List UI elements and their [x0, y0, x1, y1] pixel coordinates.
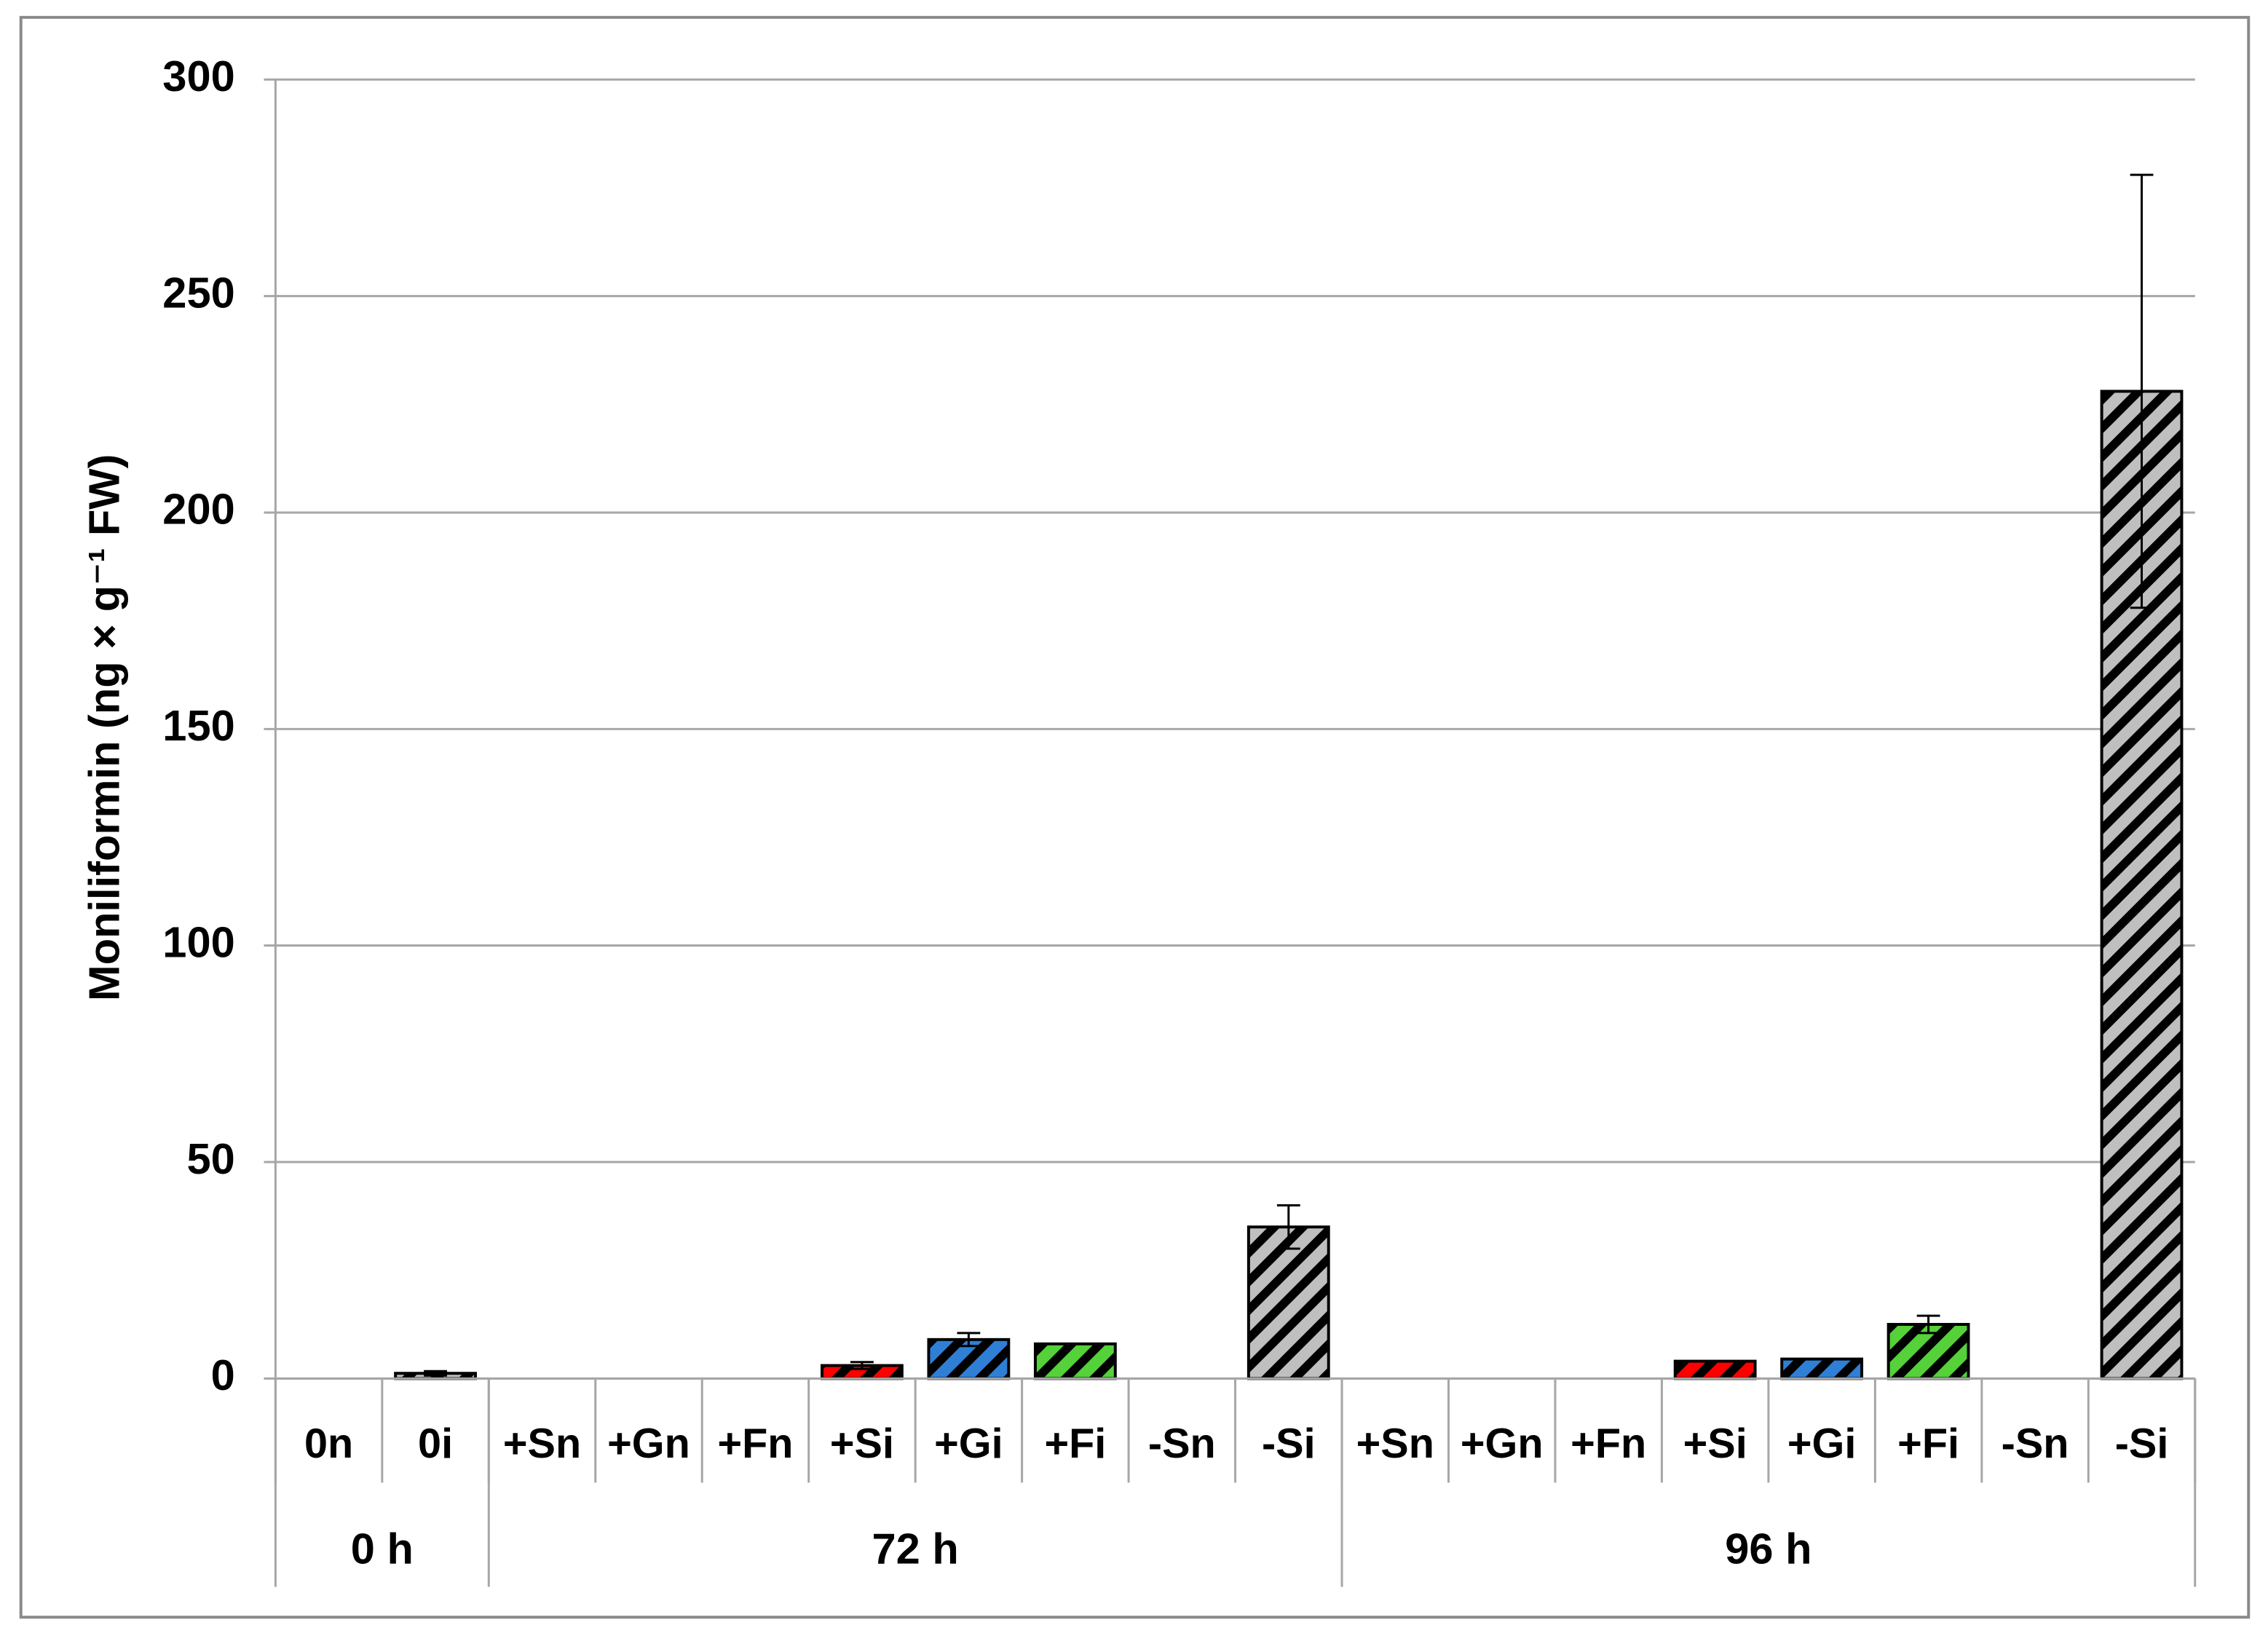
x-tick-label: +Gn: [1461, 1420, 1544, 1467]
bar: [1780, 1357, 1864, 1380]
y-tick-label: 300: [162, 52, 234, 100]
y-tick-label: 0: [211, 1351, 235, 1399]
x-tick-label: +Gi: [1787, 1420, 1856, 1467]
x-tick-label: -Sn: [1148, 1420, 1216, 1467]
x-tick-label: +Sn: [1356, 1420, 1434, 1467]
y-tick-label: 100: [162, 917, 234, 966]
x-tick-label: +Fi: [1897, 1420, 1959, 1467]
chart-frame: [19, 15, 2251, 1619]
x-tick-label: -Si: [2115, 1420, 2169, 1467]
y-tick-label: 50: [186, 1134, 234, 1183]
y-tick-label: 150: [162, 701, 234, 750]
group-label: 96 h: [1725, 1525, 1811, 1573]
group-label: 0 h: [351, 1525, 414, 1573]
y-tick-label: 250: [162, 268, 234, 317]
y-axis-title: Moniliformin (ng × g⁻¹ FW): [80, 454, 129, 1001]
x-tick-label: +Sn: [503, 1420, 581, 1467]
x-tick-label: 0i: [418, 1420, 453, 1467]
group-label: 72 h: [872, 1525, 959, 1573]
x-tick-label: +Gn: [607, 1420, 690, 1467]
x-tick-label: +Fn: [1570, 1420, 1646, 1467]
x-tick-label: -Si: [1262, 1420, 1316, 1467]
x-tick-label: +Si: [1683, 1420, 1747, 1467]
bar: [1033, 1342, 1117, 1380]
x-tick-label: -Sn: [2002, 1420, 2069, 1467]
y-tick-label: 200: [162, 485, 234, 534]
x-tick-label: +Si: [830, 1420, 894, 1467]
x-tick-label: +Gi: [934, 1420, 1003, 1467]
bar: [1673, 1359, 1757, 1380]
x-tick-label: +Fi: [1044, 1420, 1106, 1467]
x-tick-label: +Fn: [717, 1420, 793, 1467]
x-tick-label: 0n: [304, 1420, 353, 1467]
